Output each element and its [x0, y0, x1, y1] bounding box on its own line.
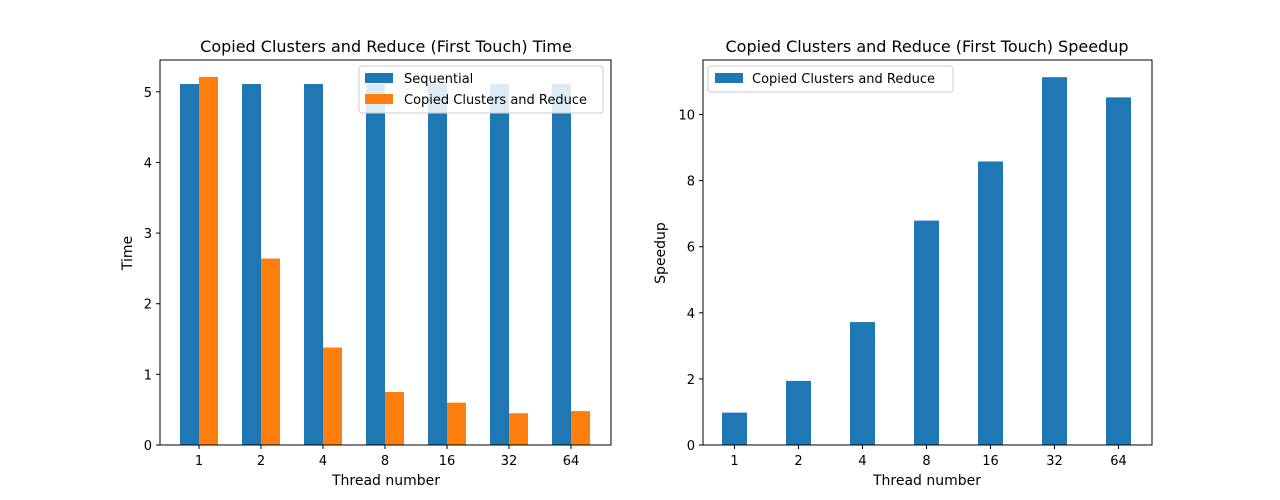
time-bar-s2-64 [571, 411, 590, 445]
speedup-bar-s1-2 [786, 380, 811, 445]
speedup-y-tick-label-2: 2 [687, 373, 695, 388]
time-legend: Sequential Copied Clusters and Reduce [358, 65, 604, 114]
time-x-tick-label-32: 32 [501, 454, 518, 469]
time-legend-label-sequential: Sequential [404, 72, 473, 87]
time-y-tick-label-1: 1 [144, 368, 152, 383]
speedup-axes-frame [702, 59, 1153, 446]
time-bar-s2-32 [509, 413, 528, 445]
time-plot-area: 1 2 4 8 16 32 64 0 1 2 3 4 5 [144, 59, 612, 469]
speedup-x-tick-label-8: 8 [922, 454, 930, 469]
time-x-tick-label-16: 16 [439, 454, 456, 469]
time-legend-frame [358, 65, 604, 114]
time-legend-label-copied: Copied Clusters and Reduce [404, 93, 587, 108]
speedup-y-tick-label-4: 4 [687, 307, 695, 322]
time-bar-s2-1 [199, 76, 218, 445]
speedup-legend-label: Copied Clusters and Reduce [752, 72, 935, 87]
time-chart: Copied Clusters and Reduce (First Touch)… [120, 37, 612, 489]
speedup-bar-s1-64 [1106, 97, 1131, 445]
time-bar-s1-32 [490, 84, 509, 446]
speedup-legend: Copied Clusters and Reduce [707, 65, 954, 93]
speedup-bar-s1-1 [722, 412, 747, 445]
time-x-tick-label-64: 64 [563, 454, 580, 469]
speedup-x-tick-label-1: 1 [730, 454, 738, 469]
speedup-x-tick-label-64: 64 [1110, 454, 1127, 469]
speedup-y-tick-label-6: 6 [687, 241, 695, 256]
time-legend-swatch-copied [365, 94, 393, 104]
time-y-axis-title: Time [120, 236, 136, 271]
time-x-tick-label-8: 8 [381, 454, 389, 469]
time-y-tick-label-0: 0 [144, 439, 152, 454]
speedup-y-axis-title: Speedup [653, 222, 669, 284]
time-x-tick-label-1: 1 [195, 454, 203, 469]
speedup-bar-s1-8 [914, 220, 939, 445]
speedup-y-tick-label-8: 8 [687, 175, 695, 190]
time-bar-s2-8 [385, 392, 404, 445]
time-y-tick-label-2: 2 [144, 298, 152, 313]
speedup-chart: Copied Clusters and Reduce (First Touch)… [653, 37, 1153, 489]
speedup-bar-s1-4 [850, 322, 875, 445]
speedup-legend-swatch [715, 73, 743, 83]
time-axes-frame [159, 59, 612, 446]
time-y-tick-label-5: 5 [144, 86, 152, 101]
time-bar-s1-2 [242, 84, 261, 446]
speedup-plot-area: 1 2 4 8 16 32 64 0 2 4 6 8 10 [678, 59, 1153, 469]
time-bar-s2-16 [447, 402, 466, 445]
time-bar-s2-4 [323, 347, 342, 445]
speedup-bar-s1-32 [1042, 77, 1067, 446]
time-x-axis-title: Thread number [331, 473, 440, 489]
time-x-tick-label-4: 4 [319, 454, 327, 469]
time-y-tick-label-4: 4 [144, 156, 152, 171]
time-bar-s1-64 [552, 84, 571, 446]
time-y-tick-label-3: 3 [144, 227, 152, 242]
speedup-y-tick-label-10: 10 [678, 109, 695, 124]
time-bar-s1-8 [366, 84, 385, 446]
time-bar-s1-4 [304, 84, 323, 446]
speedup-x-tick-label-32: 32 [1046, 454, 1063, 469]
speedup-x-tick-label-4: 4 [858, 454, 866, 469]
speedup-x-tick-label-16: 16 [982, 454, 999, 469]
time-x-tick-label-2: 2 [257, 454, 265, 469]
time-bar-s2-2 [261, 258, 280, 445]
speedup-chart-title: Copied Clusters and Reduce (First Touch)… [725, 37, 1128, 56]
time-bar-s1-16 [428, 84, 447, 446]
time-bar-s1-1 [180, 84, 199, 446]
speedup-x-axis-title: Thread number [872, 473, 981, 489]
speedup-bar-s1-16 [978, 161, 1003, 445]
speedup-x-tick-label-2: 2 [794, 454, 802, 469]
time-chart-title: Copied Clusters and Reduce (First Touch)… [200, 37, 572, 56]
speedup-legend-frame [707, 65, 954, 93]
speedup-y-tick-label-0: 0 [687, 439, 695, 454]
time-legend-swatch-sequential [365, 73, 393, 83]
